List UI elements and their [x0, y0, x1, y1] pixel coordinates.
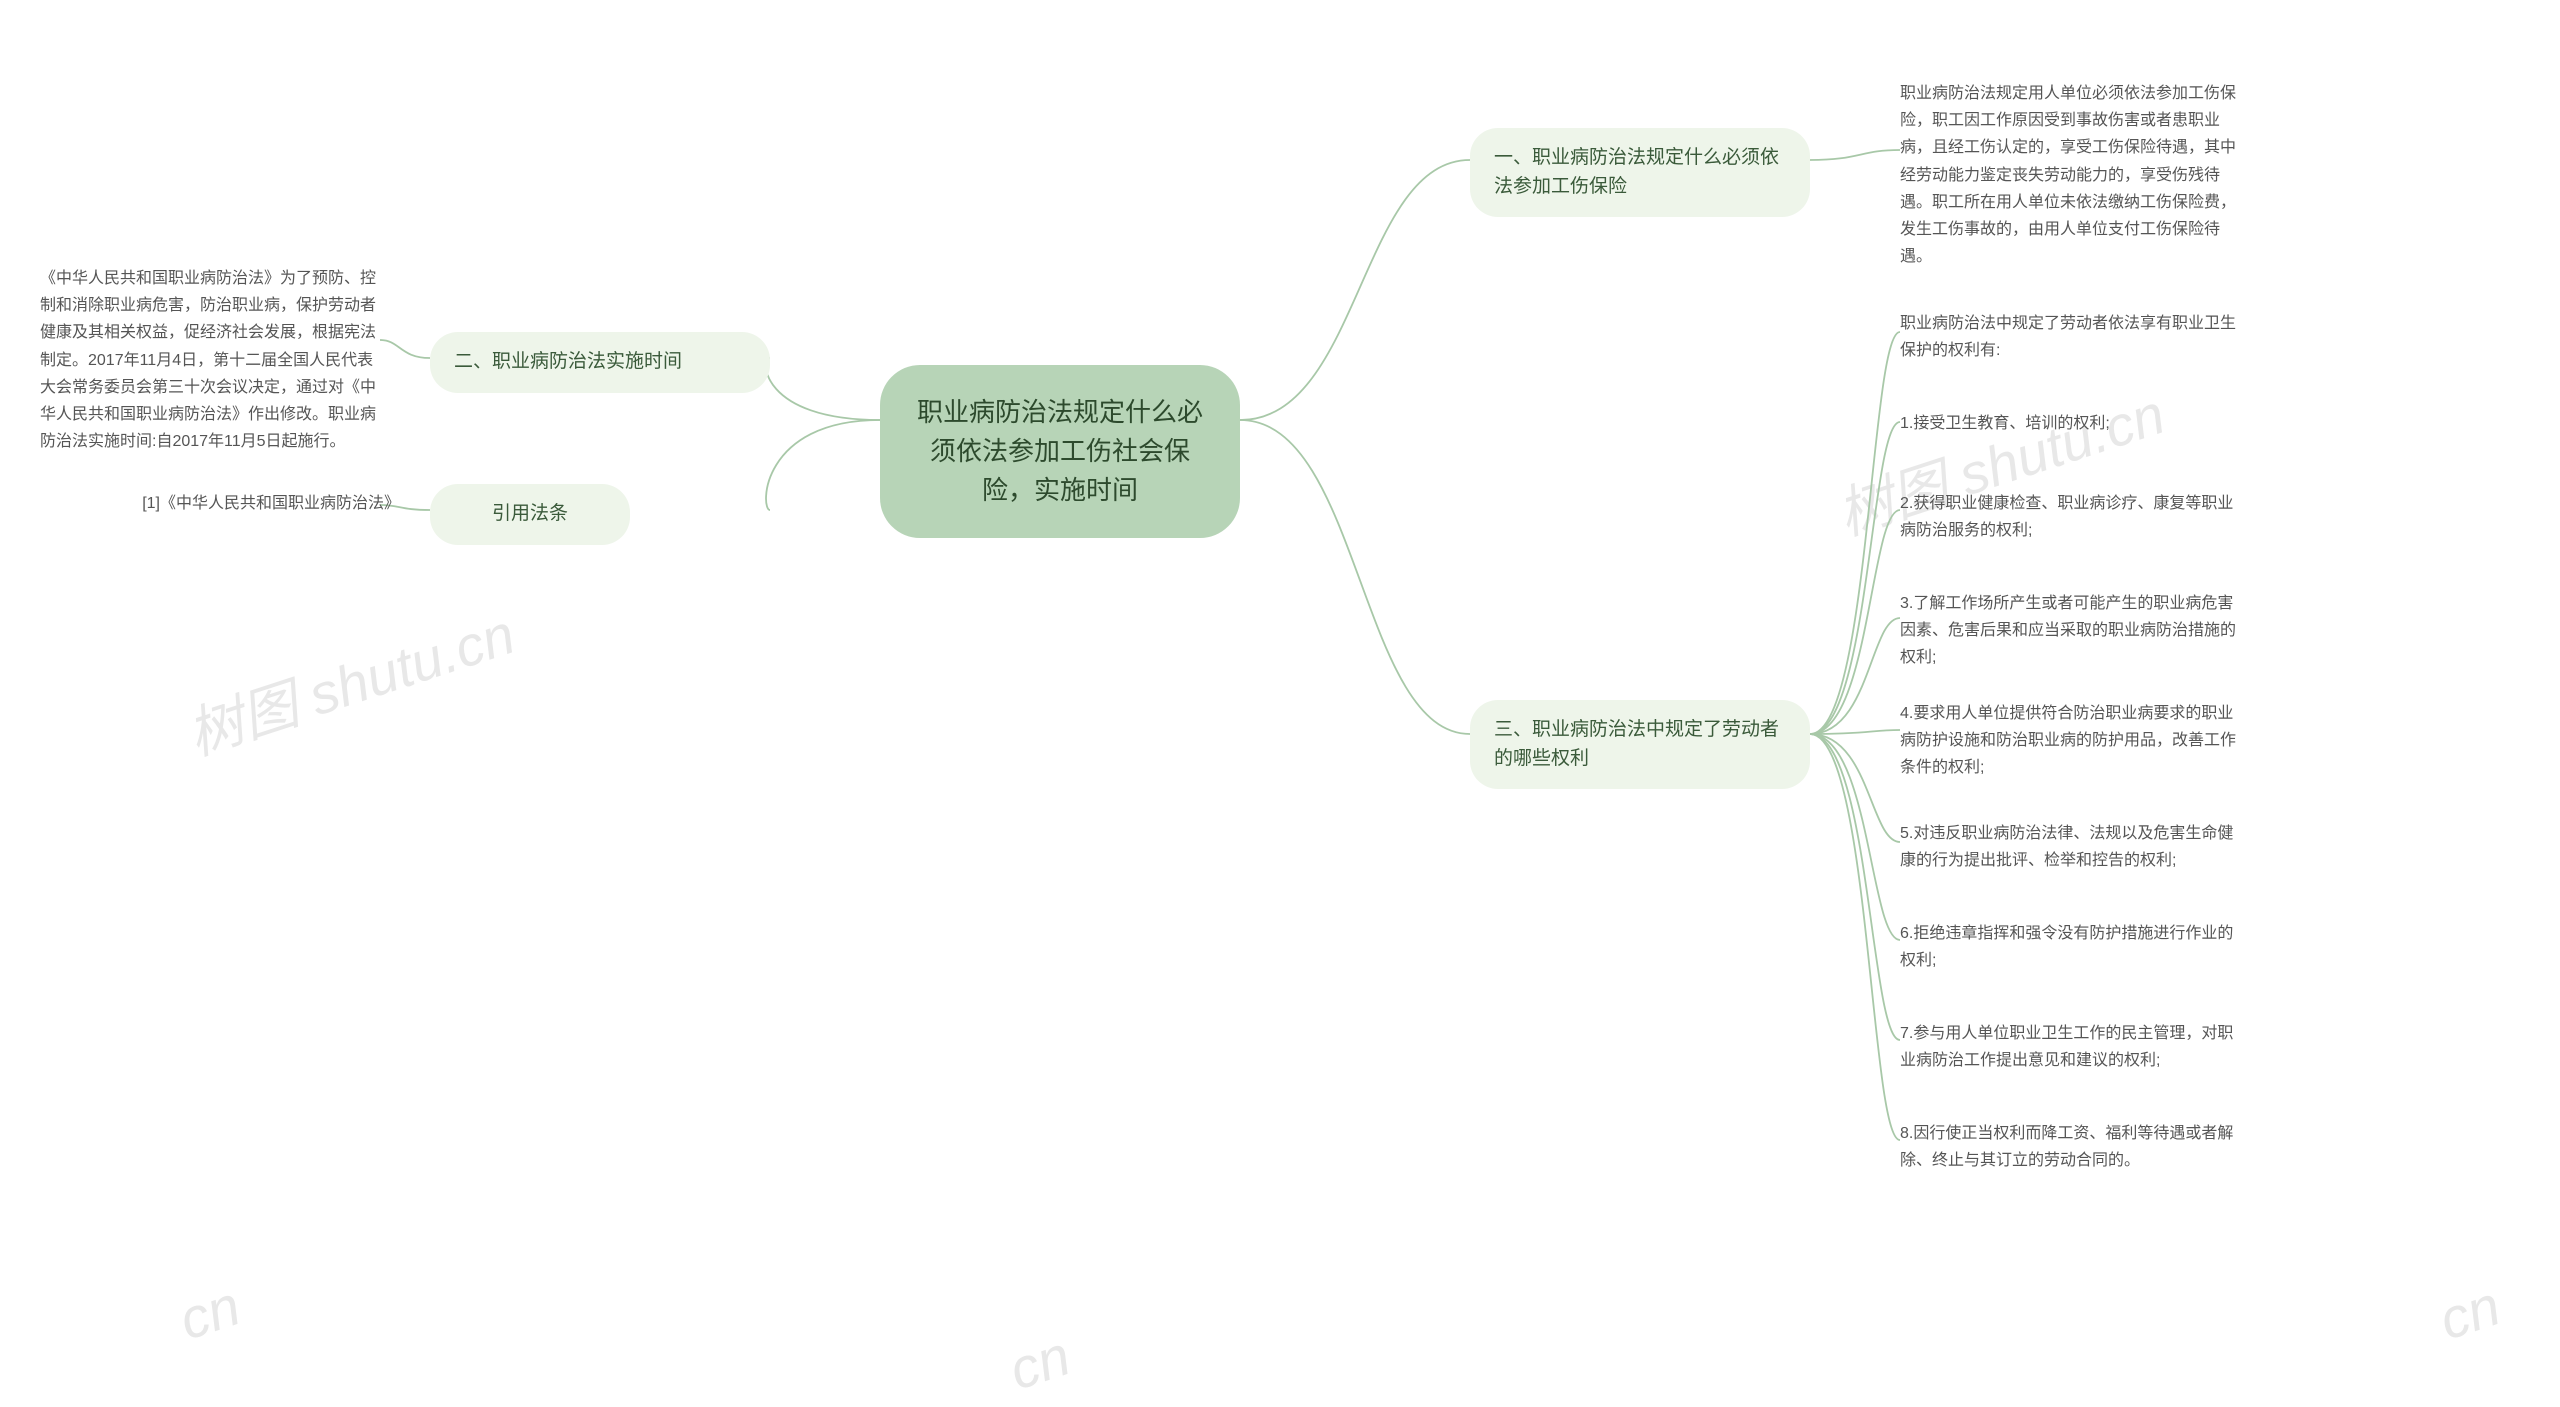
leaf-text: [1]《中华人民共和国职业病防治法》 — [100, 490, 400, 517]
leaf-text: 2.获得职业健康检查、职业病诊疗、康复等职业病防治服务的权利; — [1900, 490, 2240, 544]
connector — [1810, 734, 1900, 1140]
branch-citations[interactable]: 引用法条 — [430, 484, 630, 545]
connector — [1810, 734, 1900, 940]
leaf-text: 1.接受卫生教育、培训的权利; — [1900, 410, 2240, 437]
leaf-text: 4.要求用人单位提供符合防治职业病要求的职业病防护设施和防治职业病的防护用品，改… — [1900, 700, 2240, 782]
watermark: 树图 shutu.cn — [176, 590, 524, 772]
watermark: cn — [2431, 1272, 2507, 1352]
leaf-text: 7.参与用人单位职业卫生工作的民主管理，对职业病防治工作提出意见和建议的权利; — [1900, 1020, 2240, 1074]
connector — [1810, 510, 1900, 734]
leaf-text: 3.了解工作场所产生或者可能产生的职业病危害因素、危害后果和应当采取的职业病防治… — [1900, 590, 2240, 672]
leaf-text: 6.拒绝违章指挥和强令没有防护措施进行作业的权利; — [1900, 920, 2240, 974]
mindmap-root[interactable]: 职业病防治法规定什么必须依法参加工伤社会保险，实施时间 — [880, 365, 1240, 538]
connector — [1810, 734, 1900, 1040]
connector — [1810, 150, 1900, 160]
branch-section-3[interactable]: 三、职业病防治法中规定了劳动者的哪些权利 — [1470, 700, 1810, 789]
connector — [1810, 422, 1900, 734]
leaf-text: 8.因行使正当权利而降工资、福利等待遇或者解除、终止与其订立的劳动合同的。 — [1900, 1120, 2240, 1174]
branch-section-2[interactable]: 二、职业病防治法实施时间 — [430, 332, 770, 393]
connector — [1240, 160, 1470, 420]
connector — [1810, 618, 1900, 734]
connector — [766, 358, 880, 420]
connector — [766, 420, 880, 510]
connector — [1810, 332, 1900, 734]
connector — [1810, 730, 1900, 734]
watermark: cn — [171, 1272, 247, 1352]
branch-section-1[interactable]: 一、职业病防治法规定什么必须依法参加工伤保险 — [1470, 128, 1810, 217]
connector — [1240, 420, 1470, 734]
leaf-text: 《中华人民共和国职业病防治法》为了预防、控制和消除职业病危害，防治职业病，保护劳… — [40, 265, 380, 455]
connector — [1810, 734, 1900, 842]
leaf-text: 职业病防治法规定用人单位必须依法参加工伤保险，职工因工作原因受到事故伤害或者患职… — [1900, 80, 2240, 270]
leaf-text: 职业病防治法中规定了劳动者依法享有职业卫生保护的权利有: — [1900, 310, 2240, 364]
watermark: cn — [1001, 1322, 1077, 1402]
connector — [380, 340, 430, 358]
leaf-text: 5.对违反职业病防治法律、法规以及危害生命健康的行为提出批评、检举和控告的权利; — [1900, 820, 2240, 874]
